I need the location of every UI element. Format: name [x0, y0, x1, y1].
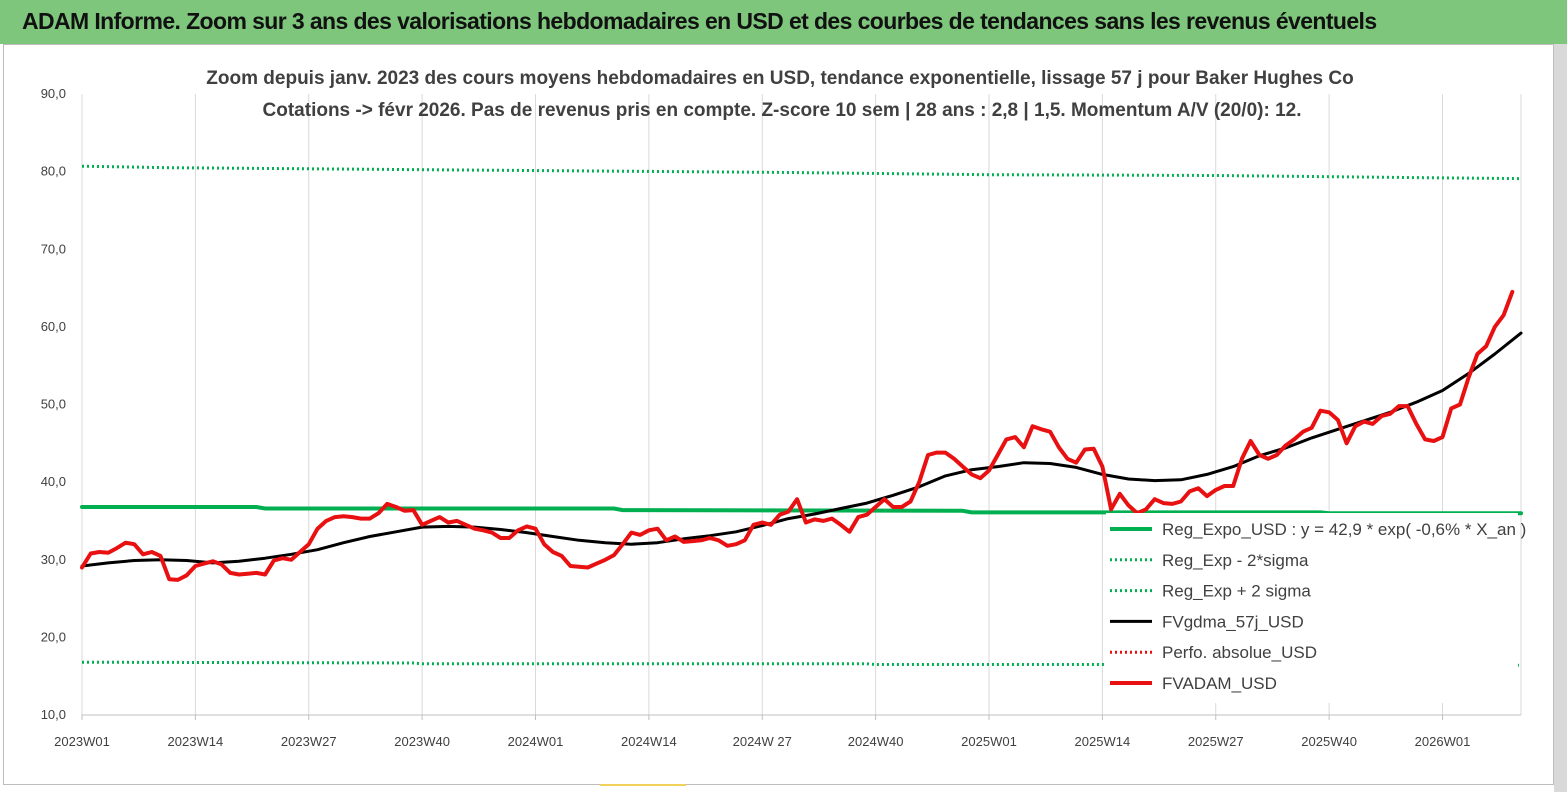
x-tick-label: 2023W14 [168, 734, 224, 749]
series-line-2 [81, 164, 1522, 181]
legend-label: FVgdma_57j_USD [1162, 612, 1304, 631]
sheet-selection-marker [600, 784, 686, 786]
y-tick-label: 70,0 [41, 241, 66, 256]
y-tick-label: 50,0 [41, 397, 66, 412]
report-title: ADAM Informe. Zoom sur 3 ans des valoris… [22, 8, 1377, 34]
series-line-5 [80, 289, 1515, 582]
chart-title: Zoom depuis janv. 2023 des cours moyens … [206, 68, 1353, 121]
series-lines [80, 164, 1523, 667]
x-tick-label: 2024W 27 [733, 734, 792, 749]
x-gridlines [81, 94, 1522, 715]
axes [81, 714, 1521, 720]
vertical-scrollbar[interactable] [1554, 44, 1567, 792]
report-banner: ADAM Informe. Zoom sur 3 ans des valoris… [0, 0, 1567, 44]
chart-title-line-1: Zoom depuis janv. 2023 des cours moyens … [206, 68, 1353, 89]
y-tick-labels: 10,0 20,0 30,0 40,0 50,0 60,0 70,0 80,0 90,0 [41, 86, 66, 722]
x-tick-labels: 2023W01 2023W14 2023W27 2023W40 2024W01 2024W… [54, 734, 1470, 749]
y-tick-label: 20,0 [41, 629, 66, 644]
x-tick-label: 2025W40 [1301, 734, 1357, 749]
x-tick-label: 2025W14 [1075, 734, 1131, 749]
legend-label: Perfo. absolue_USD [1162, 643, 1317, 662]
legend-label: Reg_Expo_USD : y = 42,9 * exp( -0,6% * X… [1162, 520, 1526, 539]
legend-background [1106, 513, 1518, 703]
legend-label: FVADAM_USD [1162, 674, 1277, 693]
x-tick-label: 2026W01 [1415, 734, 1471, 749]
y-tick-label: 90,0 [41, 86, 66, 101]
series-line-0 [80, 505, 1523, 516]
y-tick-label: 40,0 [41, 474, 66, 489]
legend-label: Reg_Exp + 2 sigma [1162, 582, 1311, 601]
x-tick-label: 2024W40 [848, 734, 904, 749]
y-tick-label: 60,0 [41, 319, 66, 334]
legend: Reg_Expo_USD : y = 42,9 * exp( -0,6% * X… [1106, 513, 1526, 703]
legend-label: Reg_Exp - 2*sigma [1162, 551, 1309, 570]
x-tick-label: 2024W14 [621, 734, 677, 749]
y-tick-label: 80,0 [41, 164, 66, 179]
x-tick-label: 2024W01 [508, 734, 564, 749]
x-tick-label: 2023W27 [281, 734, 337, 749]
x-tick-label: 2023W40 [394, 734, 450, 749]
x-tick-label: 2023W01 [54, 734, 110, 749]
y-tick-label: 10,0 [41, 707, 66, 722]
chart-title-line-2: Cotations -> févr 2026. Pas de revenus p… [263, 100, 1302, 121]
x-tick-label: 2025W01 [961, 734, 1017, 749]
y-tick-label: 30,0 [41, 552, 66, 567]
x-tick-label: 2025W27 [1188, 734, 1244, 749]
